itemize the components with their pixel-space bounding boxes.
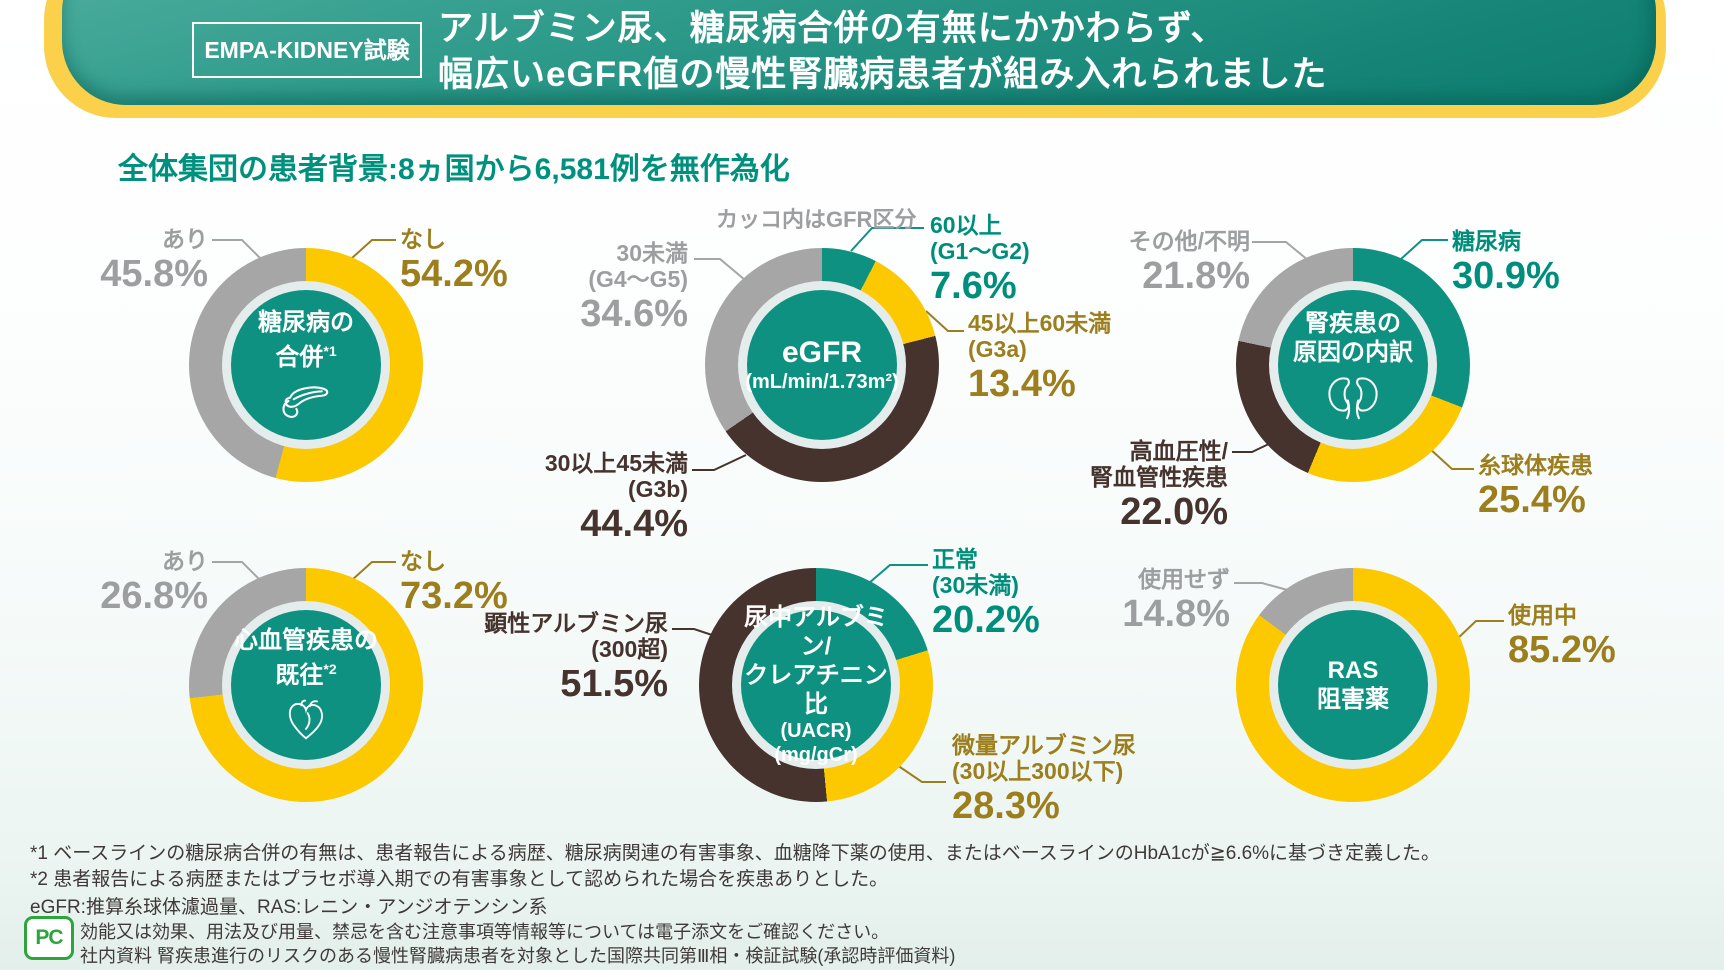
center-label: 心血管疾患の [234,627,378,654]
segment-label-g1g2: 60以上 (G1〜G2) 7.6% [930,212,1030,307]
donut-center-uacr: 尿中アルブミン/ クレアチニン比 (UACR) (mg/gCr) [741,604,891,766]
pancreas-icon [282,386,329,418]
segment-label-microalbuminuria: 微量アルブミン尿 (30以上300以下) 28.3% [952,732,1136,827]
footnote-2: *2 患者報告による病歴またはプラセボ導入期での有害事象として認められた場合を疾… [30,869,889,890]
segment-label-cvd-yes: あり 26.8% [100,548,208,617]
source-info-line: 社内資料 腎疾患進行のリスクのある慢性腎臓病患者を対象とした国際共同第Ⅲ相・検証… [80,946,956,966]
segment-label-diabetic-nephropathy: 糖尿病 30.9% [1452,228,1560,297]
donut-chart-ras-inhibitor: RAS 阻害薬 [1236,568,1470,802]
center-label: eGFR [781,336,862,369]
trial-badge: EMPA-KIDNEY試験 [192,22,422,78]
footnote-1: *1 ベースラインの糖尿病合併の有無は、患者報告による病歴、糖尿病関連の有害事象… [30,843,1441,864]
center-label: 尿中アルブミン/ [744,604,888,660]
center-label: 原因の内訳 [1293,339,1413,366]
donut-chart-diabetes: 糖尿病の 合併*1 [189,248,423,482]
segment-label-diabetes-no: なし 54.2% [400,226,508,295]
segment-label-glomerular: 糸球体疾患 25.4% [1478,452,1593,521]
abbreviation-note: eGFR:推算糸球体濾過量、RAS:レニン・アンジオテンシン系 [30,897,548,918]
segment-label-g3a: 45以上60未満 (G3a) 13.4% [968,310,1112,405]
segment-label-cvd-no: なし 73.2% [400,548,508,617]
segment-label-ras-used: 使用中 85.2% [1508,602,1616,671]
center-label: 糖尿病の [258,309,354,336]
center-unit: (mL/min/1.73m²) [745,371,899,393]
segment-label-macroalbuminuria: 顕性アルブミン尿 (300超) 51.5% [484,610,668,705]
segment-label-g3b: 30以上45未満 (G3b) 44.4% [544,450,688,545]
safety-info-line: 効能又は効果、用法及び用量、禁忌を含む注意事項等情報等については電子添文をご確認… [80,922,890,942]
center-label: 阻害薬 [1317,686,1389,713]
segment-label-other-unknown: その他/不明 21.8% [1128,228,1250,297]
donut-center-egfr: eGFR (mL/min/1.73m²) [745,290,899,440]
segment-label-hypertensive-renovascular: 高血圧性/ 腎血管性疾患 22.0% [1090,438,1228,533]
donut-chart-cardiovascular: 心血管疾患の 既往*2 [189,568,423,802]
segment-label-ras-not-used: 使用せず 14.8% [1122,566,1230,635]
page-title-line1: アルブミン尿、糖尿病合併の有無にかかわらず、 [438,9,1227,48]
donut-center-cardiovascular: 心血管疾患の 既往*2 [231,610,381,760]
gfr-category-note: カッコ内はGFR区分 [716,207,917,232]
segment-label-g4g5: 30未満 (G4〜G5) 34.6% [580,240,688,335]
segment-label-diabetes-yes: あり 45.8% [100,226,208,295]
kidneys-icon [1328,377,1378,420]
donut-chart-egfr: eGFR (mL/min/1.73m²) [705,248,939,482]
heart-icon [288,699,323,740]
center-unit: (mg/gCr) [774,744,858,766]
donut-center-ras: RAS 阻害薬 [1278,610,1428,760]
donut-chart-kidney-cause: 腎疾患の 原因の内訳 [1236,248,1470,482]
center-label: クレアチニン比 [744,662,888,718]
donut-center-diabetes: 糖尿病の 合併*1 [231,290,381,440]
header-banner: EMPA-KIDNEY試験 アルブミン尿、糖尿病合併の有無にかかわらず、 幅広い… [44,0,1666,118]
header-banner-inner: EMPA-KIDNEY試験 アルブミン尿、糖尿病合併の有無にかかわらず、 幅広い… [62,0,1656,105]
page-title-line2: 幅広いeGFR値の慢性腎臓病患者が組み入れられました [438,55,1328,94]
section-subtitle: 全体集団の患者背景:8ヵ国から6,581例を無作為化 [118,153,790,186]
pc-logo: PC [24,916,74,960]
donut-center-kidney-cause: 腎疾患の 原因の内訳 [1278,290,1428,440]
segment-label-normoalbuminuria: 正常 (30未満) 20.2% [932,546,1040,641]
center-unit: (UACR) [780,720,852,742]
center-label: RAS [1327,657,1379,684]
center-label: 腎疾患の [1305,310,1401,337]
center-label: 合併*1 [275,343,337,371]
page-title: アルブミン尿、糖尿病合併の有無にかかわらず、 幅広いeGFR値の慢性腎臓病患者が… [438,6,1327,98]
donut-chart-uacr: 尿中アルブミン/ クレアチニン比 (UACR) (mg/gCr) [699,568,933,802]
center-label: 既往*2 [275,661,337,689]
